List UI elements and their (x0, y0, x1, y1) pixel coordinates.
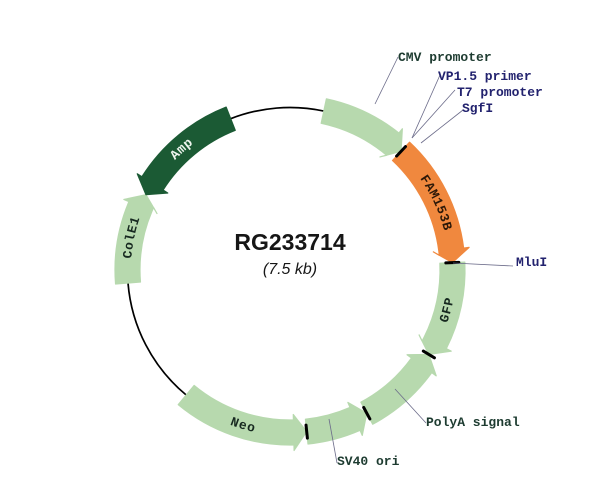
svg-text:PolyA signal: PolyA signal (426, 415, 520, 430)
svg-text:RG233714: RG233714 (234, 229, 345, 255)
svg-text:SgfI: SgfI (462, 101, 493, 116)
svg-text:(7.5 kb): (7.5 kb) (263, 261, 317, 278)
svg-text:MluI: MluI (516, 255, 547, 270)
svg-text:T7 promoter: T7 promoter (457, 85, 543, 100)
svg-text:SV40 ori: SV40 ori (337, 454, 400, 469)
svg-text:VP1.5 primer: VP1.5 primer (438, 69, 532, 84)
svg-text:CMV promoter: CMV promoter (398, 50, 492, 65)
